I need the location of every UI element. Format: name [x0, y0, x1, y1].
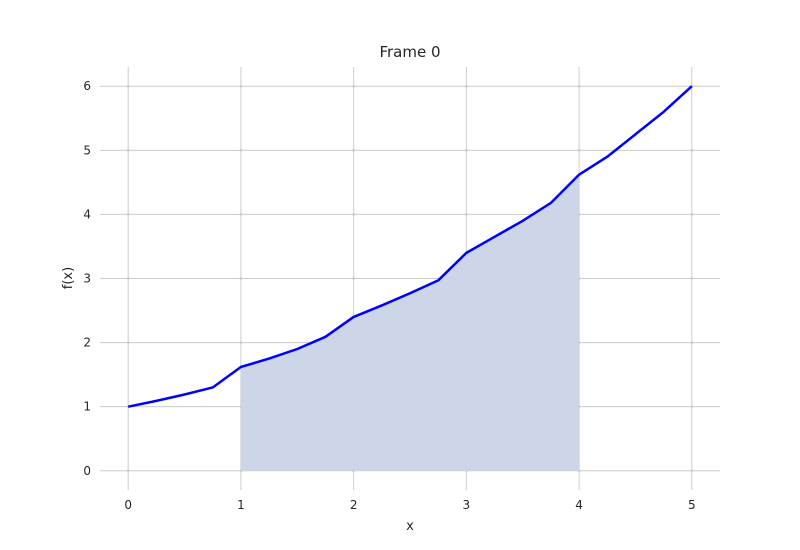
x-tick-label: 4 — [575, 498, 583, 512]
x-tick-label: 1 — [237, 498, 245, 512]
grid-intersection-dot — [464, 84, 468, 88]
grid-intersection-dot — [126, 213, 130, 216]
x-axis-label: x — [406, 519, 414, 534]
x-tick-label: 5 — [688, 498, 696, 512]
x-tick-label: 2 — [350, 498, 358, 512]
grid-intersection-dot — [126, 341, 130, 344]
y-tick-label: 4 — [83, 207, 91, 221]
y-tick-label: 0 — [83, 464, 91, 478]
grid-intersection-dot — [690, 405, 694, 409]
y-axis-label: f(x) — [61, 267, 76, 289]
x-tick-label: 0 — [124, 498, 132, 512]
y-tick-label: 5 — [83, 143, 91, 157]
grid-intersection-dot — [126, 469, 130, 473]
grid-intersection-dot — [690, 341, 694, 344]
y-tick-label: 6 — [83, 79, 91, 93]
grid-intersection-dot — [352, 213, 356, 216]
grid-intersection-dot — [690, 213, 694, 216]
function-curve — [127, 85, 693, 408]
grid-intersection-dot — [690, 469, 694, 473]
y-tick-label: 3 — [83, 272, 91, 286]
y-tick-label: 1 — [83, 400, 91, 414]
grid-intersection-dot — [464, 148, 468, 152]
grid-intersection-dot — [239, 277, 243, 280]
tick-labels: 0 1 2 3 4 5 0 1 2 3 4 5 6 — [83, 79, 695, 512]
grid-intersection-dot — [239, 341, 243, 344]
y-tick-label: 2 — [83, 336, 91, 350]
grid-intersection-dot — [577, 148, 581, 152]
grid-intersection-dot — [352, 148, 356, 152]
grid — [100, 67, 720, 490]
grid-intersection-dot — [239, 148, 243, 152]
shaded-integral-region — [240, 174, 580, 471]
grid-intersection-dot — [690, 148, 694, 152]
grid-intersection-dot — [352, 277, 356, 280]
grid-intersection-dot — [126, 148, 130, 152]
grid-intersection-dot — [126, 84, 130, 88]
chart-title: Frame 0 — [379, 43, 440, 61]
grid-intersection-dot — [126, 277, 130, 280]
grid-intersection-dot — [239, 84, 243, 88]
grid-intersection-dot — [577, 84, 581, 88]
grid-intersection-dot — [352, 84, 356, 88]
grid-intersection-dot — [464, 213, 468, 216]
grid-intersection-dot — [239, 213, 243, 216]
grid-intersection-dot — [690, 277, 694, 280]
x-tick-label: 3 — [463, 498, 471, 512]
